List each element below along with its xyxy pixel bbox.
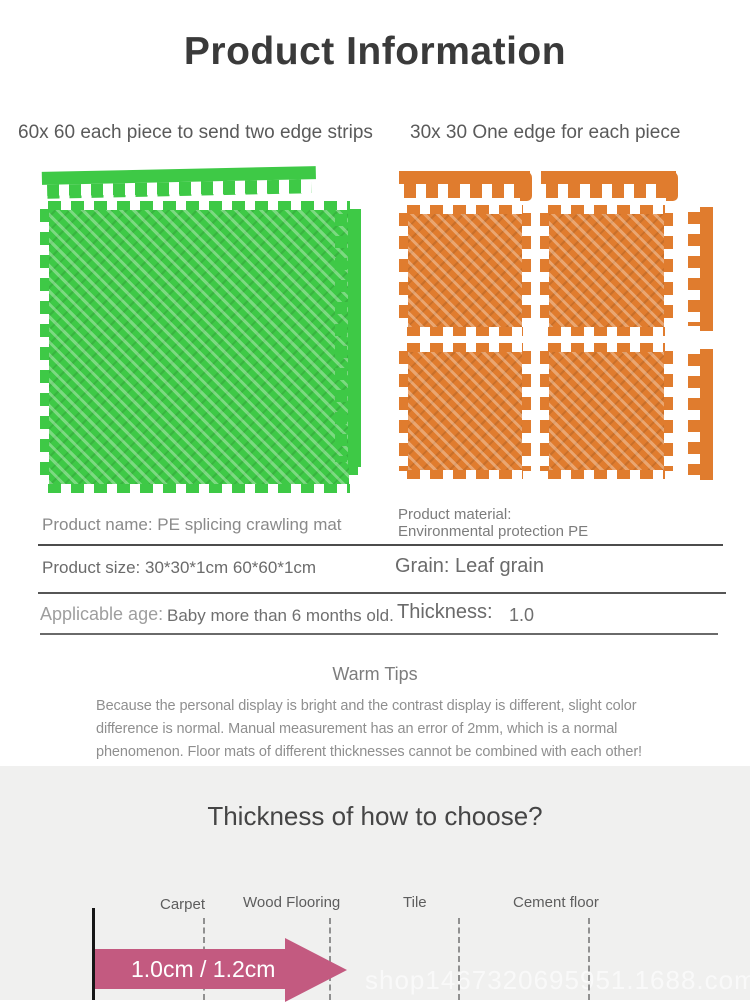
spec-material: Product material: Environmental protectio… [398, 506, 698, 540]
spec-thickness-value: 1.0 [509, 605, 535, 625]
divider-line-1 [38, 544, 723, 546]
spec-size-value: 30*30*1cm 60*60*1cm [145, 558, 317, 577]
page-title: Product Information [183, 30, 567, 73]
spec-grain-value: Leaf grain [455, 555, 544, 577]
warm-tips-body: Because the personal display is bright a… [96, 698, 642, 760]
dashed-divider-3 [458, 918, 460, 1000]
divider-line-3 [40, 633, 718, 635]
spec-product-name: Product name: PE splicing crawling mat [42, 515, 342, 535]
spec-size: Product size: 30*30*1cm 60*60*1cm [42, 558, 316, 578]
orange-mat-tile-1 [399, 205, 531, 336]
orange-edge-strip-vertical-2 [688, 349, 713, 480]
warm-tips-title: Warm Tips [332, 664, 418, 684]
thickness-arrow-label: 1.0cm / 1.2cm [131, 956, 276, 982]
orange-mat-tile-4 [540, 343, 673, 479]
spec-size-label: Product size: [42, 558, 141, 577]
spec-product-name-label: Product name: [42, 515, 153, 534]
spec-product-name-value: PE splicing crawling mat [157, 515, 342, 534]
spec-grain: Grain: Leaf grain [395, 555, 544, 578]
thickness-section-title: Thickness of how to choose? [207, 801, 543, 831]
caption-30x30: 30x 30 One edge for each piece [410, 122, 681, 143]
dashed-divider-4 [588, 918, 590, 1000]
spec-thickness-label: Thickness: [397, 601, 493, 623]
orange-strip-corner-2 [666, 171, 678, 201]
thickness-arrow-head [285, 938, 347, 1002]
floor-label-tile: Tile [403, 894, 427, 911]
spec-material-value: Environmental protection PE [398, 522, 589, 540]
orange-mat-tile-2 [540, 205, 673, 336]
green-mat-tile-60x60 [40, 201, 358, 493]
chart-axis-line [92, 908, 95, 1000]
floor-label-carpet: Carpet [160, 896, 206, 913]
orange-edge-strip-vertical-1 [688, 207, 713, 331]
floor-label-wood-flooring: Wood Flooring [243, 894, 341, 911]
green-edge-strip-vertical [335, 209, 361, 467]
green-edge-strip-horizontal [41, 166, 317, 199]
orange-mat-tile-3 [399, 343, 531, 479]
shop-watermark: shop1467320695951.1688.com [365, 965, 750, 995]
spec-age-value: Baby more than 6 months old. [167, 606, 394, 625]
thickness-arrow-body: 1.0cm / 1.2cm [95, 949, 285, 989]
caption-60x60: 60x 60 each piece to send two edge strip… [18, 122, 373, 143]
divider-line-2 [38, 592, 726, 594]
floor-label-cement-floor: Cement floor [513, 894, 599, 911]
orange-strip-corner-1 [520, 171, 532, 201]
spec-material-label: Product material: [398, 506, 512, 523]
orange-edge-strip-horizontal-1 [399, 171, 532, 201]
spec-grain-label: Grain: [395, 555, 450, 577]
orange-edge-strip-horizontal-2 [541, 171, 678, 201]
spec-age-label: Applicable age: [40, 604, 164, 624]
